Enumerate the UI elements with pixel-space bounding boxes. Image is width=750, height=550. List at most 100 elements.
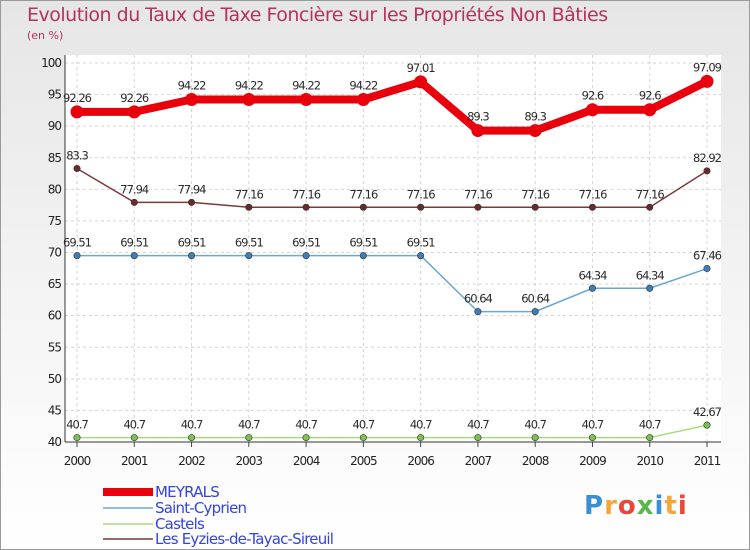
data-label-meyrals: 92.26 [120,91,149,105]
data-point-meyrals [471,124,485,138]
y-tick-label: 65 [48,277,62,291]
x-tick-label: 2010 [636,454,663,468]
logo-letter: t [664,491,678,521]
x-tick-label: 2006 [407,454,434,468]
logo-letter: P [584,491,605,521]
y-tick-label: 60 [48,309,62,323]
x-tick-label: 2004 [293,454,320,468]
data-label-meyrals: 92.6 [582,89,604,103]
data-point-castels [130,434,138,442]
data-label-meyrals: 89.3 [467,110,489,124]
data-point-meyrals [242,93,256,107]
data-label-meyrals: 97.09 [693,60,722,74]
x-tick-label: 2011 [694,454,721,468]
data-point-les-eyzies-de-tayac-sireuil [417,203,425,211]
data-point-saint-cyprien [359,252,367,260]
data-label-saint-cyprien: 69.51 [349,236,378,250]
data-label-les-eyzies-de-tayac-sireuil: 77.16 [636,187,665,201]
data-point-les-eyzies-de-tayac-sireuil [130,198,138,206]
data-point-meyrals [414,75,428,89]
data-label-castels: 40.7 [639,418,661,432]
x-tick-label: 2002 [178,454,205,468]
data-point-saint-cyprien [73,252,81,260]
data-point-meyrals [299,93,313,107]
series-line-saint-cyprien [76,254,708,313]
data-label-castels: 40.7 [295,418,317,432]
y-tick-label: 85 [48,151,62,165]
logo-letter: x [636,491,655,521]
x-tick-label: 2007 [465,454,492,468]
data-label-meyrals: 92.6 [639,89,661,103]
series-line-castels [76,424,708,439]
data-point-saint-cyprien [588,284,596,292]
data-label-castels: 40.7 [524,418,546,432]
data-point-saint-cyprien [188,252,196,260]
y-tick-label: 75 [48,214,62,228]
data-label-saint-cyprien: 69.51 [178,236,207,250]
data-label-castels: 40.7 [467,418,489,432]
data-label-saint-cyprien: 64.34 [636,268,665,282]
data-label-saint-cyprien: 69.51 [63,236,92,250]
y-tick-label: 80 [48,182,62,196]
y-tick-label: 70 [48,246,62,260]
data-point-les-eyzies-de-tayac-sireuil [531,203,539,211]
data-label-meyrals: 94.22 [178,79,207,93]
data-label-les-eyzies-de-tayac-sireuil: 77.16 [521,187,550,201]
data-point-meyrals [585,103,599,117]
x-tick-label: 2008 [522,454,549,468]
data-label-castels: 40.7 [181,418,203,432]
data-label-castels: 40.7 [66,418,88,432]
data-point-castels [417,434,425,442]
chart-subtitle: (en %) [27,29,64,42]
data-label-castels: 40.7 [123,418,145,432]
data-label-meyrals: 89.3 [524,110,546,124]
data-point-les-eyzies-de-tayac-sireuil [588,203,596,211]
data-label-les-eyzies-de-tayac-sireuil: 77.16 [464,187,493,201]
data-point-saint-cyprien [531,308,539,316]
data-label-castels: 42.67 [693,405,722,419]
data-point-les-eyzies-de-tayac-sireuil [646,203,654,211]
data-point-saint-cyprien [245,252,253,260]
y-tick-label: 55 [48,340,62,354]
data-label-saint-cyprien: 69.51 [292,236,321,250]
data-point-saint-cyprien [646,284,654,292]
data-label-les-eyzies-de-tayac-sireuil: 77.16 [407,187,436,201]
data-point-meyrals [700,74,714,88]
data-label-castels: 40.7 [582,418,604,432]
data-label-saint-cyprien: 64.34 [578,268,607,282]
data-label-les-eyzies-de-tayac-sireuil: 77.16 [292,187,321,201]
y-tick-label: 45 [48,403,62,417]
data-label-castels: 40.7 [353,418,375,432]
logo-letter: o [617,491,637,521]
data-label-les-eyzies-de-tayac-sireuil: 83.3 [66,148,88,162]
data-label-les-eyzies-de-tayac-sireuil: 77.16 [235,187,264,201]
data-point-meyrals [70,105,84,119]
data-point-castels [73,434,81,442]
data-point-meyrals [356,93,370,107]
plot-area [65,55,721,442]
chart-title: Evolution du Taux de Taxe Foncière sur l… [27,4,608,26]
data-label-saint-cyprien: 67.46 [693,249,722,263]
data-point-les-eyzies-de-tayac-sireuil [302,203,310,211]
series-line-meyrals [73,77,711,135]
data-label-meyrals: 94.22 [235,79,264,93]
data-point-les-eyzies-de-tayac-sireuil [474,203,482,211]
data-point-saint-cyprien [474,308,482,316]
data-point-les-eyzies-de-tayac-sireuil [359,203,367,211]
y-tick-label: 50 [48,372,62,386]
data-label-meyrals: 97.01 [407,61,436,75]
y-tick-label: 100 [41,56,61,70]
data-label-les-eyzies-de-tayac-sireuil: 77.16 [578,187,607,201]
x-tick-label: 2005 [350,454,377,468]
logo-letter: i [654,491,665,521]
data-label-saint-cyprien: 69.51 [120,236,149,250]
data-point-castels [245,434,253,442]
x-tick-label: 2003 [236,454,263,468]
data-point-les-eyzies-de-tayac-sireuil [188,198,196,206]
data-label-castels: 40.7 [410,418,432,432]
data-label-saint-cyprien: 60.64 [464,292,493,306]
data-label-meyrals: 94.22 [292,79,321,93]
data-point-saint-cyprien [417,252,425,260]
